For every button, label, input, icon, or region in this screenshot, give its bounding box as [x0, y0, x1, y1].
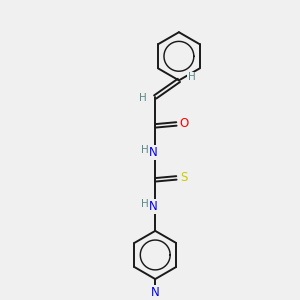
Text: N: N [151, 286, 160, 299]
Text: H: H [188, 73, 195, 82]
Text: O: O [179, 117, 189, 130]
Text: H: H [139, 93, 147, 103]
Text: S: S [180, 171, 188, 184]
Text: N: N [149, 146, 158, 159]
Text: H: H [141, 199, 148, 209]
Text: H: H [141, 145, 148, 155]
Text: N: N [149, 200, 158, 213]
